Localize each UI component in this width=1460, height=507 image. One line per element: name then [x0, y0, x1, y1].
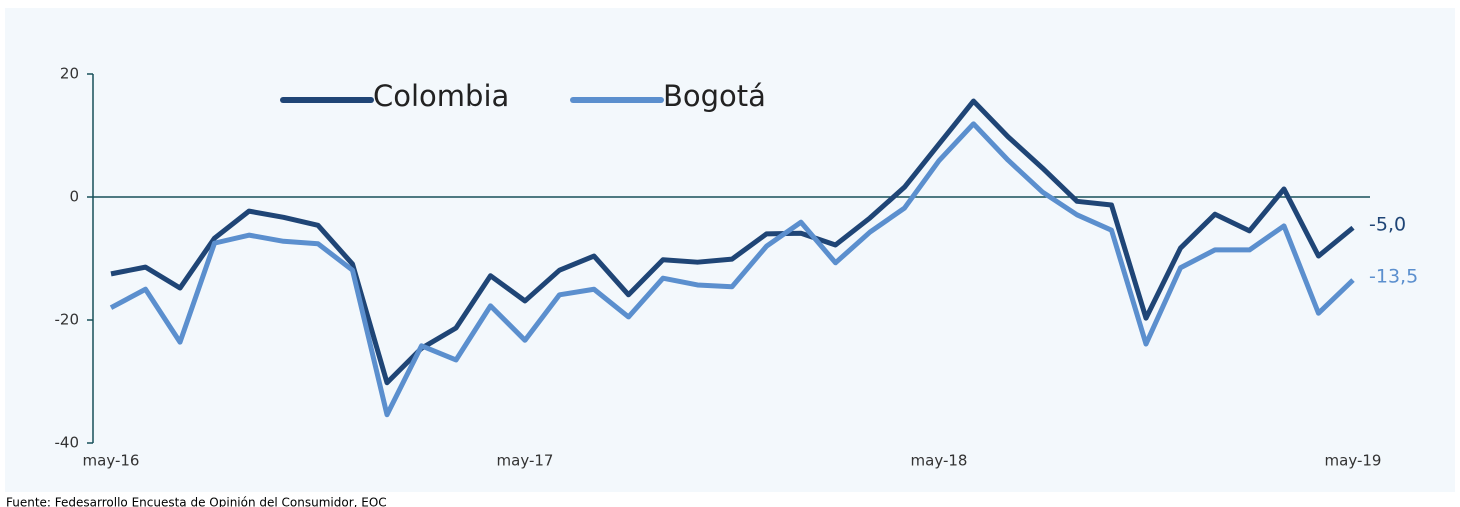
legend-label: Colombia	[373, 79, 509, 113]
value-label: -5,0	[1369, 213, 1406, 235]
series-line	[110, 98, 1355, 386]
y-tick-label: -40	[55, 434, 80, 452]
source-note: Fuente: Fedesarrollo Encuesta de Opinión…	[6, 496, 387, 507]
x-tick-label: may-18	[911, 452, 968, 470]
x-tick-label: may-17	[497, 452, 554, 470]
x-tick-label: may-16	[83, 452, 140, 470]
x-tick-label: may-19	[1325, 452, 1382, 470]
y-tick-label: -20	[55, 311, 80, 329]
series-line	[109, 121, 1355, 418]
y-tick-label: 0	[69, 188, 79, 206]
y-tick-label: 20	[60, 65, 79, 83]
legend-label: Bogotá	[663, 79, 766, 113]
value-label: -13,5	[1369, 266, 1418, 288]
